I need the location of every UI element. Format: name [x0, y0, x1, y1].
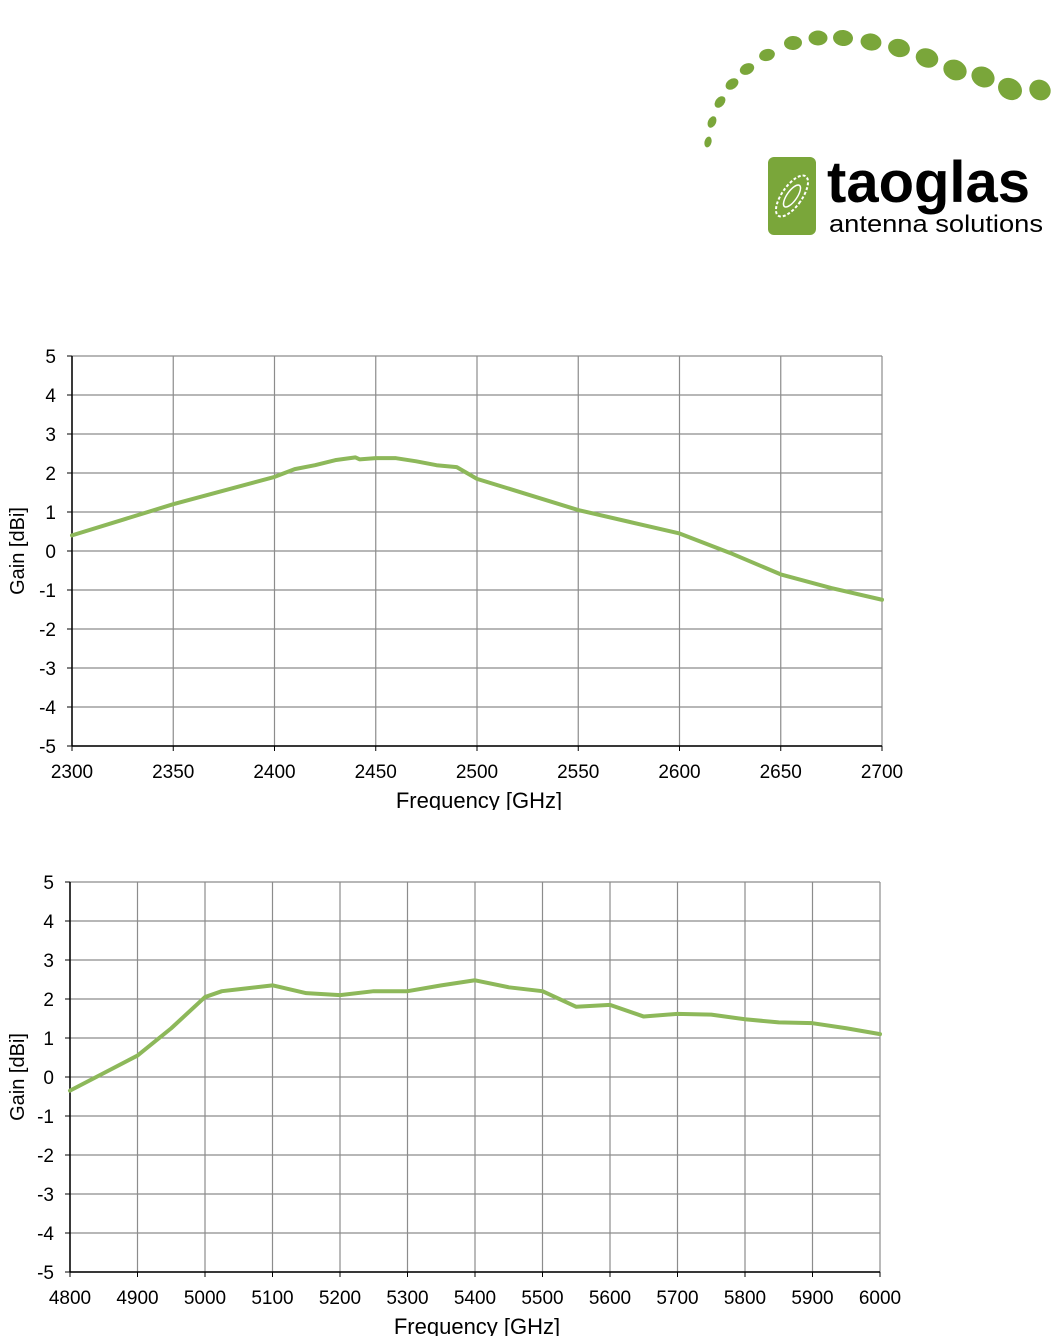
x-tick-label: 5500	[521, 1288, 563, 1309]
gain-chart-5000-band: 5 4 3 2 1 0 -1 -2 -3 -4 -5 4800 4900 5000 5100 5200 530…	[7, 873, 901, 1336]
x-tick-label: 2600	[658, 762, 700, 783]
x-tick-label: 2400	[253, 762, 295, 783]
y-tick-label: 4	[45, 386, 56, 407]
y-tick-label: -3	[37, 1185, 54, 1206]
y-tick-label: -1	[37, 1107, 54, 1128]
x-tick-label: 2550	[557, 762, 599, 783]
x-tick-label: 5800	[724, 1288, 766, 1309]
y-tick-labels: 5 4 3 2 1 0 -1 -2 -3 -4 -5	[39, 347, 56, 758]
series-lines	[68, 978, 882, 1093]
y-tick-label: 5	[43, 873, 54, 894]
x-tick-label: 5700	[656, 1288, 698, 1309]
logo-brand: taoglas	[827, 150, 1030, 215]
series-line-gain	[70, 455, 884, 602]
x-tick-label: 6000	[859, 1288, 901, 1309]
taoglas-logo: taoglas antenna solutions	[704, 29, 1051, 238]
y-tick-label: 2	[45, 464, 56, 485]
y-tick-labels: 5 4 3 2 1 0 -1 -2 -3 -4 -5	[37, 873, 54, 1284]
y-tick-label: 2	[43, 990, 54, 1011]
y-tick-label: 0	[45, 542, 56, 563]
x-tick-label: 2500	[456, 762, 498, 783]
chart-grid	[67, 355, 883, 751]
y-tick-label: 4	[43, 912, 54, 933]
x-tick-label: 5400	[454, 1288, 496, 1309]
y-axis-label: Gain [dBi]	[7, 507, 29, 595]
y-tick-label: -4	[39, 698, 56, 719]
logo-mark-icon	[768, 157, 816, 235]
logo-tagline: antenna solutions	[829, 211, 1043, 238]
x-axis-label: Frequency [GHz]	[394, 1314, 560, 1336]
chart-grid	[65, 881, 881, 1277]
y-tick-label: 0	[43, 1068, 54, 1089]
y-tick-label: 5	[45, 347, 56, 368]
x-axis-label: Frequency [GHz]	[396, 788, 562, 810]
y-tick-label: 1	[43, 1029, 54, 1050]
x-tick-label: 5900	[791, 1288, 833, 1309]
y-tick-label: -1	[39, 581, 56, 602]
series-lines	[70, 455, 884, 602]
y-tick-label: -4	[37, 1224, 54, 1245]
x-tick-label: 2300	[51, 762, 93, 783]
x-tick-label: 4900	[116, 1288, 158, 1309]
y-tick-label: -2	[37, 1146, 54, 1167]
y-tick-label: -5	[39, 737, 56, 758]
x-tick-label: 2350	[152, 762, 194, 783]
series-line-gain	[68, 978, 882, 1093]
x-tick-label: 5100	[251, 1288, 293, 1309]
x-tick-label: 5300	[386, 1288, 428, 1309]
y-tick-label: 3	[45, 425, 56, 446]
x-tick-labels: 2300 2350 2400 2450 2500 2550 2600 2650 2700	[51, 762, 903, 783]
y-axis-label: Gain [dBi]	[7, 1033, 29, 1121]
x-tick-label: 2700	[861, 762, 903, 783]
x-tick-label: 5200	[319, 1288, 361, 1309]
x-tick-label: 4800	[49, 1288, 91, 1309]
logo-dots	[704, 29, 1051, 148]
gain-chart-2400-band: 5 4 3 2 1 0 -1 -2 -3 -4 -5 2300 2350 2400 2450 2500 255…	[7, 347, 903, 810]
y-tick-label: -3	[39, 659, 56, 680]
x-tick-label: 2450	[355, 762, 397, 783]
y-tick-label: -2	[39, 620, 56, 641]
x-tick-label: 2650	[760, 762, 802, 783]
y-tick-label: 3	[43, 951, 54, 972]
y-tick-label: -5	[37, 1263, 54, 1284]
y-tick-label: 1	[45, 503, 56, 524]
x-tick-label: 5000	[184, 1288, 226, 1309]
x-tick-labels: 4800 4900 5000 5100 5200 5300 5400 5500 5600 5700…	[49, 1288, 901, 1309]
x-tick-label: 5600	[589, 1288, 631, 1309]
